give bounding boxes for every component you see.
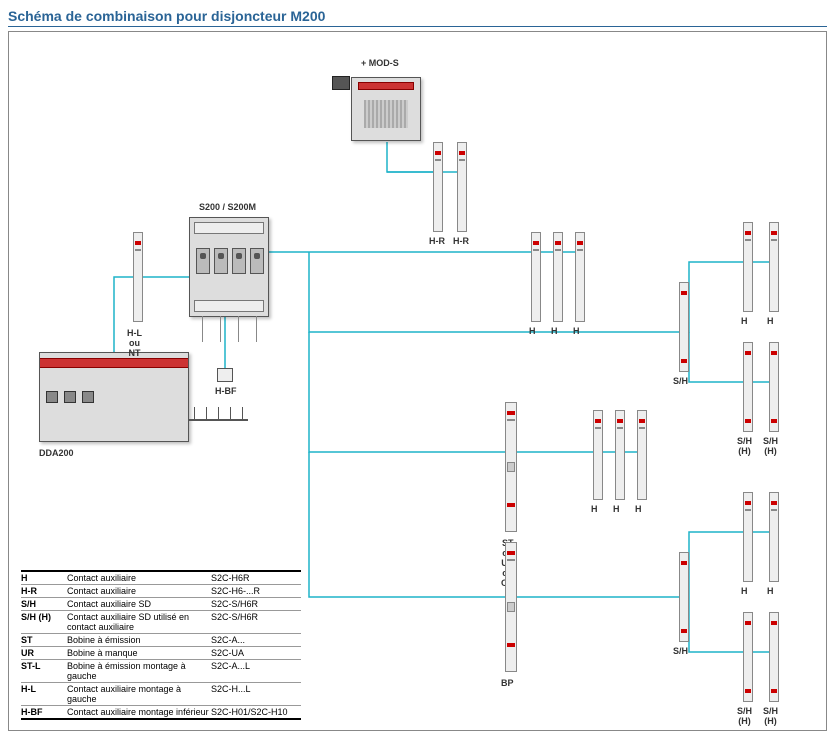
label-h1c: H (573, 326, 580, 336)
legend-desc: Contact auxiliaire montage à gauche (67, 684, 211, 704)
accessory-shh1 (743, 342, 753, 432)
legend-code: S/H (H) (21, 612, 67, 632)
device-dda200 (39, 352, 189, 442)
accessory-hr1 (433, 142, 443, 232)
legend-code: UR (21, 648, 67, 658)
accessory-hh3 (743, 492, 753, 582)
label-hh1: H (741, 316, 748, 326)
label-hl: H-L ou NT (127, 328, 142, 358)
label-hr1: H-R (429, 236, 445, 246)
accessory-h1c (575, 232, 585, 322)
legend-code: H-BF (21, 707, 67, 717)
legend-row: H-BFContact auxiliaire montage inférieur… (21, 705, 301, 718)
accessory-bp (505, 542, 517, 672)
device-s200 (189, 217, 269, 317)
mods-grill (364, 100, 408, 128)
legend-desc: Contact auxiliaire SD (67, 599, 211, 609)
device-hbf (217, 368, 233, 382)
legend-row: URBobine à manqueS2C-UA (21, 646, 301, 659)
label-h2a: H (591, 504, 598, 514)
label-h1b: H (551, 326, 558, 336)
legend-table: HContact auxiliaireS2C-H6RH-RContact aux… (21, 570, 301, 720)
label-dda: DDA200 (39, 448, 74, 458)
legend-ref: S2C-H01/S2C-H10 (211, 707, 301, 717)
legend-ref: S2C-S/H6R (211, 599, 301, 609)
legend-desc: Contact auxiliaire SD utilisé en contact… (67, 612, 211, 632)
legend-code: H (21, 573, 67, 583)
legend-row: H-RContact auxiliaireS2C-H6-...R (21, 584, 301, 597)
label-hh2: H (767, 316, 774, 326)
legend-row: ST-LBobine à émission montage à gaucheS2… (21, 659, 301, 682)
mods-cap (332, 76, 350, 90)
legend-code: H-R (21, 586, 67, 596)
legend-desc: Contact auxiliaire montage inférieur (67, 707, 211, 717)
legend-desc: Contact auxiliaire (67, 573, 211, 583)
legend-code: S/H (21, 599, 67, 609)
legend-row: HContact auxiliaireS2C-H6R (21, 572, 301, 584)
label-mods: + MOD-S (361, 58, 399, 68)
legend-ref: S2C-H6-...R (211, 586, 301, 596)
label-hbf: H-BF (215, 386, 237, 396)
label-s200: S200 / S200M (199, 202, 256, 212)
legend-code: ST (21, 635, 67, 645)
legend-ref: S2C-H6R (211, 573, 301, 583)
accessory-hl (133, 232, 143, 322)
accessory-shh3 (743, 612, 753, 702)
label-h2c: H (635, 504, 642, 514)
legend-row: STBobine à émissionS2C-A... (21, 633, 301, 646)
legend-desc: Bobine à manque (67, 648, 211, 658)
accessory-sh1 (679, 282, 689, 372)
accessory-shh4 (769, 612, 779, 702)
accessory-h1b (553, 232, 563, 322)
legend-ref: S2C-UA (211, 648, 301, 658)
page-title: Schéma de combinaison pour disjoncteur M… (8, 8, 827, 27)
accessory-st (505, 402, 517, 532)
label-h1a: H (529, 326, 536, 336)
diagram-frame: + MOD-S S200 / S200M DDA200 H-BF HContac… (8, 31, 827, 731)
label-shh1: S/H (H) (737, 436, 752, 456)
legend-desc: Bobine à émission (67, 635, 211, 645)
accessory-hr2 (457, 142, 467, 232)
accessory-h2a (593, 410, 603, 500)
accessory-sh2 (679, 552, 689, 642)
label-sh1: S/H (673, 376, 688, 386)
accessory-hh1 (743, 222, 753, 312)
label-hh4: H (767, 586, 774, 596)
legend-ref: S2C-A... (211, 635, 301, 645)
accessory-h2c (637, 410, 647, 500)
accessory-hh2 (769, 222, 779, 312)
legend-desc: Contact auxiliaire (67, 586, 211, 596)
accessory-h2b (615, 410, 625, 500)
label-h2b: H (613, 504, 620, 514)
legend-code: H-L (21, 684, 67, 704)
accessory-shh2 (769, 342, 779, 432)
accessory-h1a (531, 232, 541, 322)
legend-ref: S2C-S/H6R (211, 612, 301, 632)
label-hh3: H (741, 586, 748, 596)
legend-ref: S2C-H...L (211, 684, 301, 704)
label-bp: BP (501, 678, 514, 688)
label-hr2: H-R (453, 236, 469, 246)
label-sh2: S/H (673, 646, 688, 656)
label-shh3: S/H (H) (737, 706, 752, 726)
accessory-hh4 (769, 492, 779, 582)
device-mods (351, 77, 421, 141)
legend-desc: Bobine à émission montage à gauche (67, 661, 211, 681)
label-shh4: S/H (H) (763, 706, 778, 726)
label-shh2: S/H (H) (763, 436, 778, 456)
legend-ref: S2C-A...L (211, 661, 301, 681)
legend-row: S/H (H)Contact auxiliaire SD utilisé en … (21, 610, 301, 633)
legend-row: S/HContact auxiliaire SDS2C-S/H6R (21, 597, 301, 610)
legend-code: ST-L (21, 661, 67, 681)
legend-row: H-LContact auxiliaire montage à gaucheS2… (21, 682, 301, 705)
